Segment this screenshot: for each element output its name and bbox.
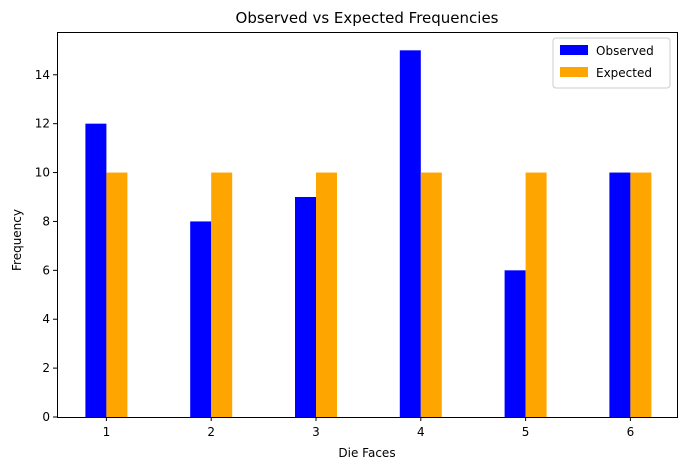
bar-expected-5 bbox=[525, 172, 547, 417]
legend: Observed Expected bbox=[552, 37, 671, 89]
bar-observed-2 bbox=[190, 221, 212, 417]
bar-observed-1 bbox=[85, 123, 107, 418]
bar-observed-5 bbox=[504, 270, 526, 417]
legend-swatch-expected bbox=[560, 67, 588, 77]
plot-frame bbox=[57, 32, 678, 418]
y-tick-label-12: 12 bbox=[35, 117, 50, 131]
y-tick-label-14: 14 bbox=[35, 68, 50, 82]
y-tick-label-0: 0 bbox=[42, 410, 50, 424]
bar-expected-3 bbox=[316, 172, 337, 417]
bar-observed-4 bbox=[399, 50, 421, 417]
x-tick-label-2: 2 bbox=[207, 425, 215, 439]
bar-expected-1 bbox=[106, 172, 128, 417]
y-tick-label-10: 10 bbox=[35, 166, 50, 180]
bar-observed-6 bbox=[609, 172, 631, 417]
x-tick-label-5: 5 bbox=[522, 425, 530, 439]
legend-label-expected: Expected bbox=[596, 66, 652, 80]
bar-expected-6 bbox=[630, 172, 652, 417]
chart-title: Observed vs Expected Frequencies bbox=[236, 9, 499, 27]
y-tick-label-8: 8 bbox=[42, 214, 50, 228]
y-tick-label-4: 4 bbox=[42, 312, 50, 326]
bar-expected-4 bbox=[420, 172, 442, 417]
x-tick-label-3: 3 bbox=[312, 425, 320, 439]
y-tick-label-2: 2 bbox=[42, 361, 50, 375]
x-tick-label-6: 6 bbox=[627, 425, 635, 439]
bar-observed-3 bbox=[295, 197, 316, 417]
bar-expected-2 bbox=[211, 172, 233, 417]
x-tick-label-1: 1 bbox=[103, 425, 111, 439]
x-tick-label-4: 4 bbox=[417, 425, 425, 439]
y-axis-label: Frequency bbox=[10, 209, 24, 271]
legend-swatch-observed bbox=[560, 45, 588, 55]
legend-label-observed: Observed bbox=[596, 44, 654, 58]
x-axis-label: Die Faces bbox=[338, 446, 395, 460]
y-tick-label-6: 6 bbox=[42, 263, 50, 277]
